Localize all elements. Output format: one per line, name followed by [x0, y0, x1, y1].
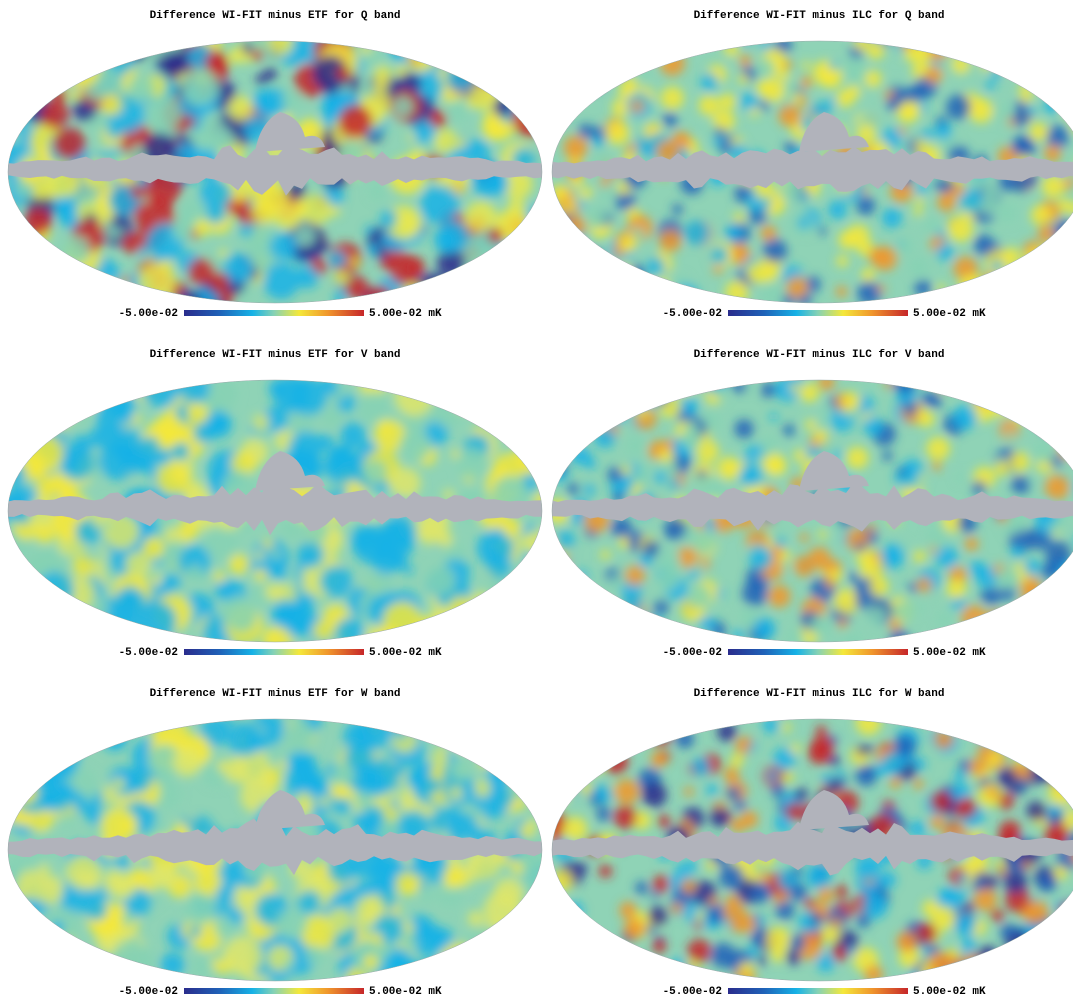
- colorbar: [184, 310, 364, 316]
- colorbar-max-label: 5.00e-02 mK: [913, 308, 986, 320]
- colorbar-min-label: -5.00e-02: [663, 647, 722, 659]
- colorbar: [184, 988, 364, 994]
- colorbar-max-label: 5.00e-02 mK: [913, 986, 986, 997]
- map-panel: Difference WI-FIT minus ETF for Q band -5…: [0, 10, 560, 320]
- map-panel: Difference WI-FIT minus ILC for Q band -5…: [543, 10, 1073, 320]
- panel-title: Difference WI-FIT minus ETF for W band: [150, 688, 401, 700]
- sky-map: [541, 710, 1073, 993]
- colorbar: [728, 988, 908, 994]
- map-panel: Difference WI-FIT minus ILC for V band -5…: [540, 349, 1073, 659]
- map-panel: Difference WI-FIT minus ETF for W band -5…: [1, 688, 559, 997]
- colorbar: [184, 649, 364, 655]
- page: {"panels": [ {"title": "Difference WI-FI…: [0, 0, 1073, 997]
- panel-title: Difference WI-FIT minus ETF for Q band: [150, 10, 401, 22]
- colorbar-max-label: 5.00e-02 mK: [369, 647, 442, 659]
- panel-title: Difference WI-FIT minus ILC for W band: [694, 688, 945, 700]
- sky-map: [1, 701, 559, 997]
- panel-title: Difference WI-FIT minus ILC for Q band: [694, 10, 945, 22]
- colorbar-min-label: -5.00e-02: [663, 308, 722, 320]
- colorbar-min-label: -5.00e-02: [119, 308, 178, 320]
- figure: Difference WI-FIT minus ETF for Q band -5…: [0, 0, 1073, 997]
- colorbar-max-label: 5.00e-02 mK: [913, 647, 986, 659]
- colorbar: [728, 310, 908, 316]
- map-panel: Difference WI-FIT minus ILC for W band -5…: [541, 688, 1073, 997]
- panel-title: Difference WI-FIT minus ETF for V band: [150, 349, 401, 361]
- sky-map: [0, 360, 555, 656]
- panel-title: Difference WI-FIT minus ILC for V band: [694, 349, 945, 361]
- sky-map: [540, 368, 1073, 653]
- sky-map: [0, 23, 560, 317]
- colorbar-min-label: -5.00e-02: [663, 986, 722, 997]
- colorbar-min-label: -5.00e-02: [119, 986, 178, 997]
- colorbar: [728, 649, 908, 655]
- colorbar-min-label: -5.00e-02: [119, 647, 178, 659]
- colorbar-max-label: 5.00e-02 mK: [369, 986, 442, 997]
- map-panel: Difference WI-FIT minus ETF for V band -5…: [0, 349, 555, 659]
- colorbar-max-label: 5.00e-02 mK: [369, 308, 442, 320]
